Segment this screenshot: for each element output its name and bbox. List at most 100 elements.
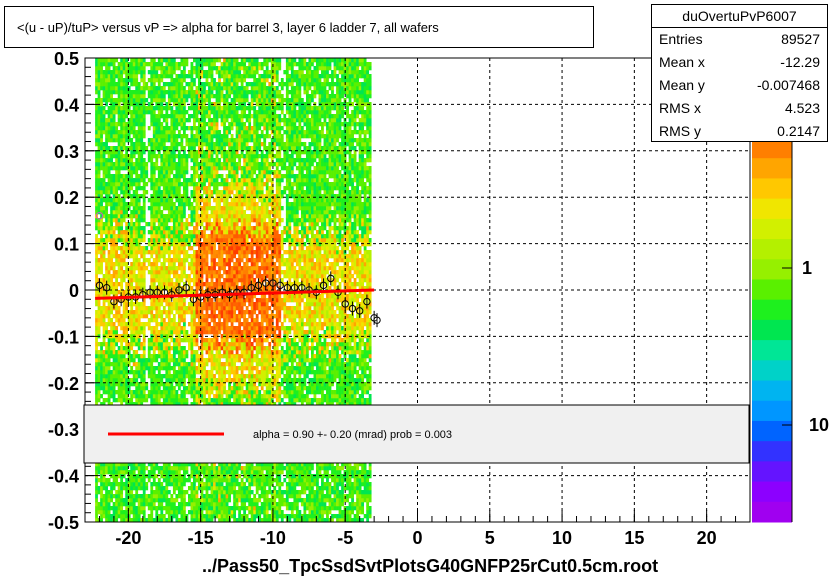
heatmap-cell <box>150 86 154 91</box>
heatmap-cell <box>195 302 199 307</box>
heatmap-cell <box>127 106 131 111</box>
heatmap-cell <box>205 122 209 127</box>
heatmap-cell <box>162 254 166 259</box>
heatmap-cell <box>170 262 174 267</box>
heatmap-cell <box>157 282 161 287</box>
heatmap-cell <box>203 366 206 371</box>
heatmap-cell <box>218 210 221 215</box>
heatmap-cell <box>160 70 164 75</box>
heatmap-cell <box>160 222 164 227</box>
heatmap-cell <box>147 230 151 235</box>
heatmap-cell <box>132 310 136 315</box>
heatmap-cell <box>180 262 184 267</box>
heatmap-cell <box>135 466 139 471</box>
heatmap-cell <box>100 122 103 127</box>
heatmap-cell <box>117 502 121 507</box>
heatmap-cell <box>215 402 219 407</box>
heatmap-cell <box>213 262 216 267</box>
heatmap-cell <box>135 318 139 323</box>
heatmap-cell <box>182 350 186 355</box>
heatmap-cell <box>140 394 144 399</box>
heatmap-cell <box>152 478 156 483</box>
heatmap-cell <box>200 126 204 131</box>
heatmap-cell <box>182 206 186 211</box>
heatmap-cell <box>218 254 221 259</box>
heatmap-cell <box>125 494 129 499</box>
heatmap-cell <box>167 174 171 179</box>
heatmap-cell <box>142 62 146 67</box>
heatmap-cell <box>193 118 196 123</box>
heatmap-cell <box>157 266 161 271</box>
heatmap-cell <box>117 170 121 175</box>
heatmap-cell <box>175 362 179 367</box>
heatmap-cell <box>110 318 113 323</box>
heatmap-cell <box>180 274 184 279</box>
heatmap-cell <box>182 470 186 475</box>
heatmap-cell <box>117 138 121 143</box>
heatmap-cell <box>180 510 184 515</box>
heatmap-cell <box>100 362 103 367</box>
heatmap-cell <box>137 166 141 171</box>
heatmap-cell <box>135 94 139 99</box>
heatmap-cell <box>152 122 156 127</box>
heatmap-cell <box>152 314 156 319</box>
heatmap-cell <box>105 78 108 83</box>
heatmap-cell <box>130 474 134 479</box>
heatmap-cell <box>200 322 204 327</box>
heatmap-cell <box>195 322 199 327</box>
heatmap-cell <box>185 366 189 371</box>
heatmap-cell <box>132 330 136 335</box>
heatmap-cell <box>193 114 196 119</box>
heatmap-cell <box>165 258 169 263</box>
heatmap-cell <box>132 378 136 383</box>
heatmap-cell <box>165 186 169 191</box>
heatmap-cell <box>137 114 141 119</box>
heatmap-cell <box>142 66 146 71</box>
heatmap-cell <box>193 274 196 279</box>
heatmap-cell <box>100 490 103 495</box>
heatmap-cell <box>180 70 184 75</box>
heatmap-cell <box>215 114 219 119</box>
heatmap-cell <box>125 282 129 287</box>
heatmap-cell <box>177 358 181 363</box>
heatmap-cell <box>203 82 206 87</box>
heatmap-cell <box>150 202 154 207</box>
heatmap-cell <box>97 322 101 327</box>
heatmap-cell <box>142 338 146 343</box>
heatmap-cell <box>193 238 196 243</box>
heatmap-cell <box>97 106 101 111</box>
heatmap-cell <box>157 366 161 371</box>
heatmap-cell <box>115 290 119 295</box>
heatmap-cell <box>220 374 224 379</box>
heatmap-cell <box>200 386 204 391</box>
heatmap-cell <box>110 498 113 503</box>
heatmap-cell <box>152 142 156 147</box>
heatmap-cell <box>140 494 144 499</box>
heatmap-cell <box>172 370 176 375</box>
heatmap-cell <box>115 390 119 395</box>
heatmap-cell <box>97 398 101 403</box>
heatmap-cell <box>213 250 216 255</box>
heatmap-cell <box>112 162 116 167</box>
heatmap-cell <box>165 374 169 379</box>
heatmap-cell <box>132 382 136 387</box>
heatmap-cell <box>122 330 126 335</box>
heatmap-cell <box>165 222 169 227</box>
heatmap-cell <box>177 278 181 283</box>
heatmap-cell <box>172 110 176 115</box>
heatmap-cell <box>125 130 129 135</box>
heatmap-cell <box>215 510 219 515</box>
heatmap-cell <box>200 370 204 375</box>
heatmap-cell <box>120 370 124 375</box>
heatmap-cell <box>190 246 194 251</box>
heatmap-cell <box>142 278 146 283</box>
heatmap-cell <box>130 330 134 335</box>
heatmap-cell <box>152 502 156 507</box>
heatmap-cell <box>165 338 169 343</box>
heatmap-cell <box>167 502 171 507</box>
heatmap-cell <box>195 174 199 179</box>
heatmap-cell <box>125 506 129 511</box>
heatmap-cell <box>180 374 184 379</box>
heatmap-cell <box>157 78 161 83</box>
heatmap-cell <box>97 238 101 243</box>
